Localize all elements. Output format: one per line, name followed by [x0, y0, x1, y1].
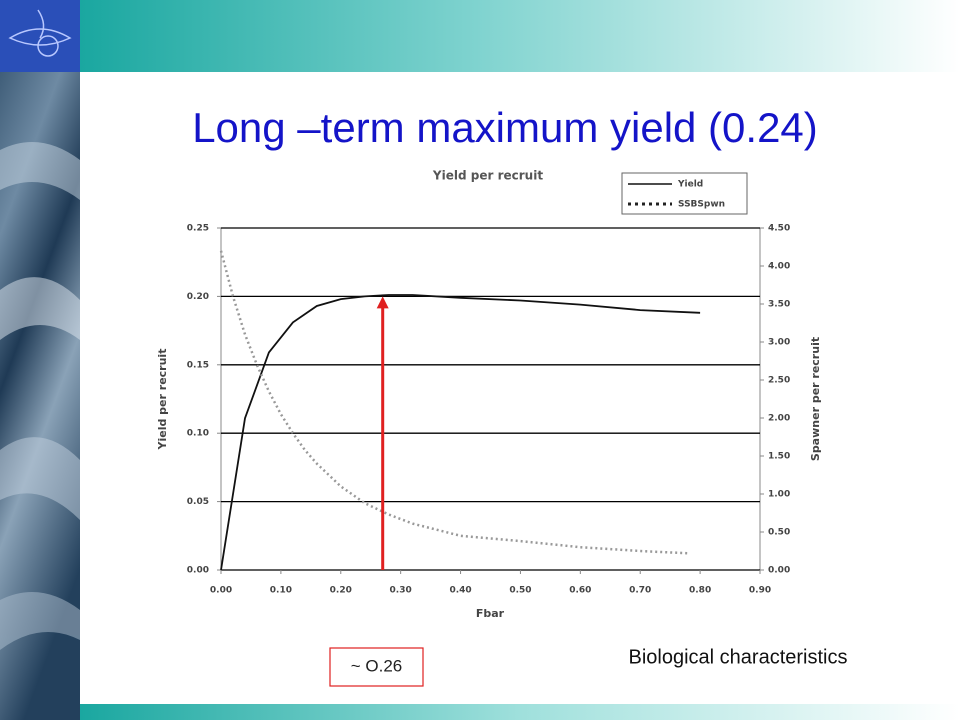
y2-tick-label: 3.50 — [768, 300, 790, 310]
y2-tick-label: 0.50 — [768, 528, 790, 538]
y2-tick-label: 1.50 — [768, 452, 790, 462]
legend-label: SSBSpwn — [678, 200, 725, 210]
y2-tick-label: 1.00 — [768, 490, 790, 500]
annotation-arrowhead — [376, 296, 389, 309]
y2-tick-label: 3.00 — [768, 338, 790, 348]
y-tick-label: 0.05 — [187, 497, 209, 507]
x-tick-label: 0.10 — [270, 586, 292, 596]
x-tick-label: 0.90 — [749, 586, 771, 596]
y2-tick-label: 2.00 — [768, 414, 790, 424]
slide-title: Long –term maximum yield (0.24) — [192, 104, 818, 151]
x-tick-label: 0.20 — [330, 586, 352, 596]
annotation-label: ~ O.26 — [351, 656, 403, 675]
y-tick-label: 0.10 — [187, 429, 209, 439]
legend-label: Yield — [677, 180, 703, 190]
y2-tick-label: 4.50 — [768, 224, 790, 234]
y2-tick-label: 2.50 — [768, 376, 790, 386]
waves — [0, 142, 80, 650]
x-tick-label: 0.50 — [509, 586, 531, 596]
y-tick-label: 0.20 — [187, 292, 209, 302]
y2-tick-label: 4.00 — [768, 262, 790, 272]
chart-title: Yield per recruit — [432, 169, 543, 183]
y2-tick-label: 0.00 — [768, 566, 790, 576]
series-line — [220, 294, 701, 571]
y-tick-label: 0.15 — [187, 360, 209, 370]
x-tick-label: 0.40 — [449, 586, 471, 596]
x-tick-label: 0.30 — [390, 586, 412, 596]
top-band — [80, 0, 960, 72]
x-tick-label: 0.00 — [210, 586, 232, 596]
x-tick-label: 0.70 — [629, 586, 651, 596]
x-tick-label: 0.60 — [569, 586, 591, 596]
y2-axis-title: Spawner per recruit — [809, 337, 822, 461]
x-tick-label: 0.80 — [689, 586, 711, 596]
logo — [8, 9, 72, 57]
y-tick-label: 0.00 — [187, 566, 209, 576]
legend-box — [621, 172, 748, 215]
bottom-band — [80, 704, 960, 720]
caption: Biological characteristics — [629, 646, 848, 668]
x-axis-title: Fbar — [476, 607, 505, 620]
y-axis-title: Yield per recruit — [156, 349, 169, 451]
annotation-box — [329, 647, 424, 687]
y-tick-label: 0.25 — [187, 224, 209, 234]
